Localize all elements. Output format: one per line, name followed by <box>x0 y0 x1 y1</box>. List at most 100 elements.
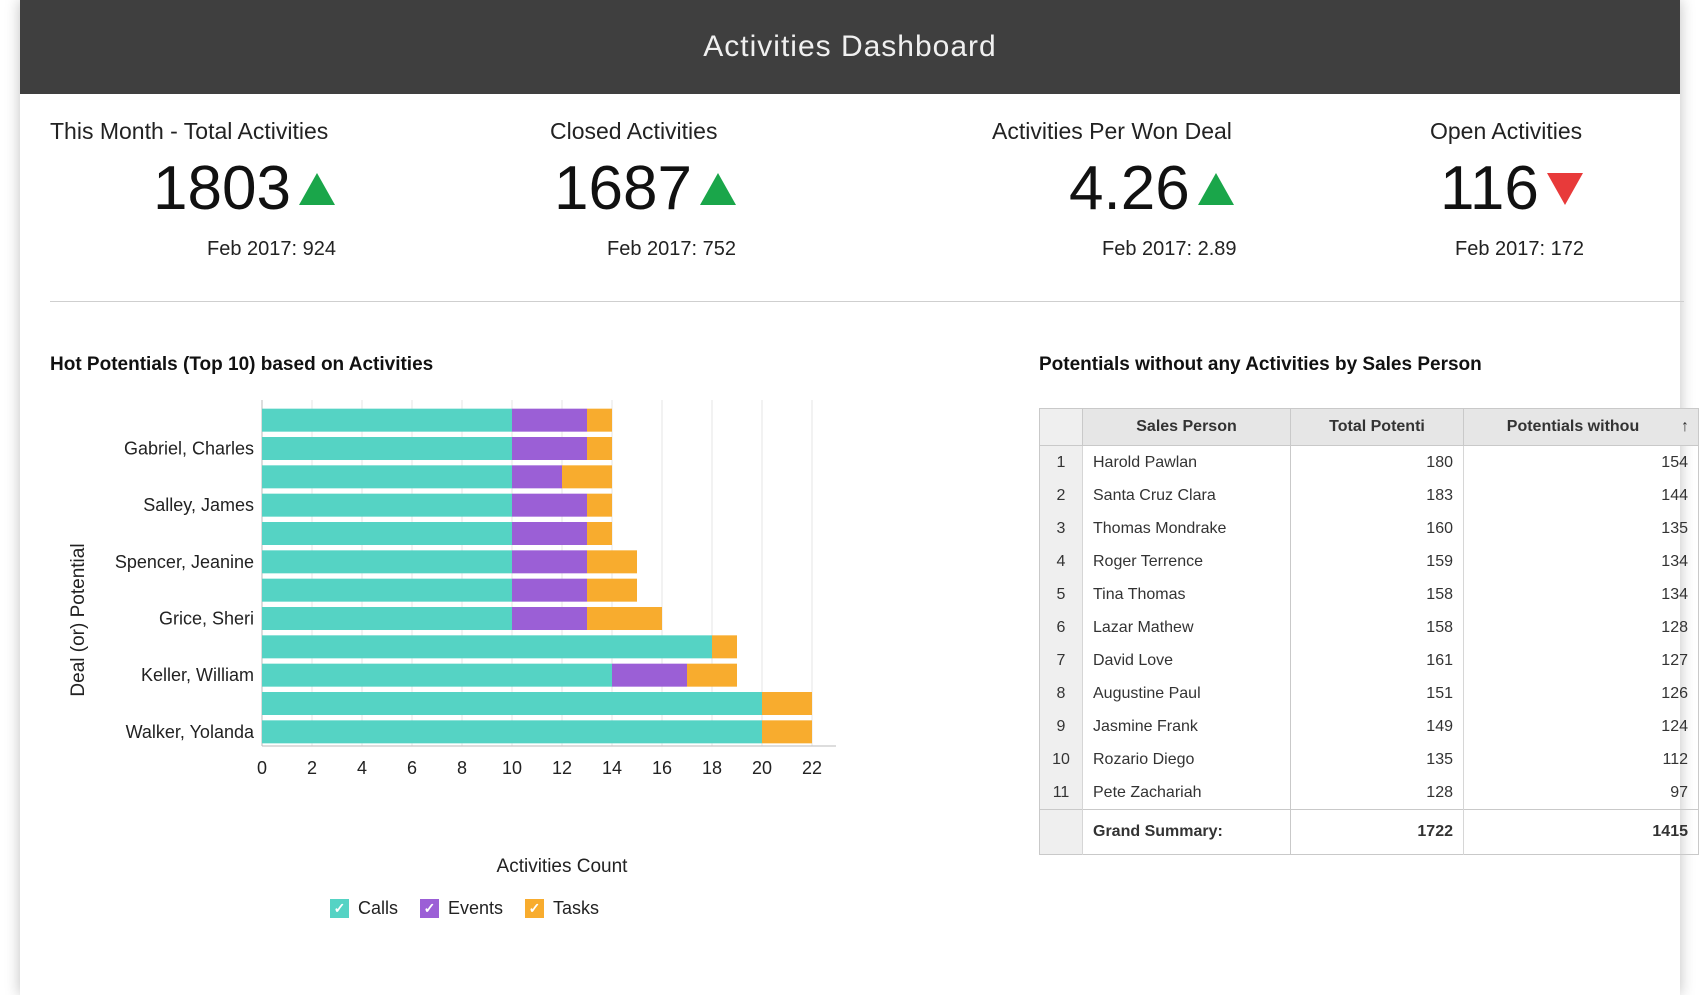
dashboard-frame: Activities Dashboard This Month - Total … <box>20 0 1699 995</box>
table-row[interactable]: 1 Harold Pawlan 180 154 <box>1039 445 1699 479</box>
table-row[interactable]: 3 Thomas Mondrake 160 135 <box>1039 512 1699 545</box>
bar-tasks[interactable] <box>562 465 612 489</box>
bar-calls[interactable] <box>262 550 512 574</box>
sales-person-cell: Harold Pawlan <box>1082 445 1291 479</box>
bar-events[interactable] <box>612 663 687 687</box>
bar-calls[interactable] <box>262 522 512 545</box>
table-row[interactable]: 5 Tina Thomas 158 134 <box>1039 578 1699 611</box>
table-row[interactable]: 7 David Love 161 127 <box>1039 644 1699 677</box>
bar-events[interactable] <box>512 493 587 517</box>
checkbox-checked-icon[interactable]: ✓ <box>420 899 440 918</box>
chart-x-ticks: 0 2 4 6 8 10 12 14 16 18 20 22 <box>257 758 822 778</box>
x-tick-label: 20 <box>752 758 772 778</box>
legend-item-events[interactable]: ✓ Events <box>420 898 503 919</box>
row-number <box>1039 809 1083 855</box>
sales-person-cell: Rozario Diego <box>1082 743 1291 776</box>
bar-tasks[interactable] <box>687 663 737 687</box>
table-row[interactable]: 10 Rozario Diego 135 112 <box>1039 743 1699 776</box>
table-row[interactable]: 9 Jasmine Frank 149 124 <box>1039 710 1699 743</box>
bar-events[interactable] <box>512 550 587 574</box>
legend-item-calls[interactable]: ✓ Calls <box>330 898 398 919</box>
row-number: 4 <box>1039 545 1083 578</box>
x-tick-label: 14 <box>602 758 622 778</box>
bar-tasks[interactable] <box>587 493 612 517</box>
x-tick-label: 4 <box>357 758 367 778</box>
x-tick-label: 10 <box>502 758 522 778</box>
kpi-open-activities: Open Activities 116 Feb 2017: 172 <box>1430 118 1630 260</box>
bar-events[interactable] <box>512 408 587 432</box>
x-tick-label: 22 <box>802 758 822 778</box>
bar-calls[interactable] <box>262 408 512 432</box>
total-potentials-cell: 159 <box>1290 545 1464 578</box>
legend-label: Events <box>448 898 504 918</box>
kpi-label: Activities Per Won Deal <box>992 118 1232 144</box>
bar-tasks[interactable] <box>712 635 737 659</box>
chart-title: Hot Potentials (Top 10) based on Activit… <box>50 354 434 375</box>
bar-events[interactable] <box>512 522 587 545</box>
table-row[interactable]: 6 Lazar Mathew 158 128 <box>1039 611 1699 644</box>
row-number: 9 <box>1039 710 1083 743</box>
potentials-table: Sales Person Total Potenti Potentials wi… <box>1039 408 1699 855</box>
bar-tasks[interactable] <box>587 607 662 630</box>
x-tick-label: 2 <box>307 758 317 778</box>
table-row[interactable]: 11 Pete Zachariah 128 97 <box>1039 776 1699 810</box>
column-header-total-potentials[interactable]: Total Potenti <box>1290 408 1464 446</box>
kpi-label: This Month - Total Activities <box>50 118 329 144</box>
bar-calls[interactable] <box>262 578 512 602</box>
bar-events[interactable] <box>512 607 587 630</box>
bar-calls[interactable] <box>262 692 762 715</box>
bar-calls[interactable] <box>262 465 512 489</box>
row-number: 5 <box>1039 578 1083 611</box>
potentials-without-cell: 134 <box>1661 585 1688 603</box>
potentials-without-cell: 126 <box>1661 684 1688 702</box>
checkbox-checked-icon[interactable]: ✓ <box>525 899 545 918</box>
column-header-potentials-without[interactable]: Potentials withou ↑ <box>1463 408 1699 446</box>
bar-calls[interactable] <box>262 720 762 744</box>
potentials-without-cell: 128 <box>1661 618 1688 636</box>
table-row[interactable]: 8 Augustine Paul 151 126 <box>1039 677 1699 710</box>
bar-tasks[interactable] <box>587 522 612 545</box>
bar-tasks[interactable] <box>762 720 812 744</box>
bar-calls[interactable] <box>262 663 612 687</box>
bar-calls[interactable] <box>262 607 512 630</box>
bar-tasks[interactable] <box>762 692 812 715</box>
kpi-activities-per-won-deal: Activities Per Won Deal 4.26 Feb 2017: 2… <box>992 118 1252 260</box>
table-row[interactable]: 4 Roger Terrence 159 134 <box>1039 545 1699 578</box>
trend-up-icon <box>298 173 335 205</box>
bar-calls[interactable] <box>262 437 512 460</box>
potentials-without-cell: 112 <box>1662 750 1688 768</box>
summary-without: 1415 <box>1463 809 1699 855</box>
column-header-sales-person[interactable]: Sales Person <box>1082 408 1291 446</box>
kpi-previous: Feb 2017: 924 <box>207 238 336 260</box>
x-tick-label: 6 <box>407 758 417 778</box>
x-tick-label: 16 <box>652 758 672 778</box>
total-potentials-cell: 160 <box>1290 512 1464 545</box>
bar-tasks[interactable] <box>587 578 637 602</box>
bar-events[interactable] <box>512 578 587 602</box>
bar-calls[interactable] <box>262 493 512 517</box>
row-number: 2 <box>1039 479 1083 512</box>
bar-calls[interactable] <box>262 635 712 659</box>
bar-events[interactable] <box>512 437 587 460</box>
potentials-without-cell: 135 <box>1661 519 1688 537</box>
kpi-previous: Feb 2017: 2.89 <box>1102 238 1237 260</box>
potentials-without-cell: 154 <box>1661 453 1688 471</box>
bar-tasks[interactable] <box>587 550 637 574</box>
row-number: 11 <box>1039 776 1083 810</box>
total-potentials-cell: 158 <box>1290 578 1464 611</box>
total-potentials-cell: 158 <box>1290 611 1464 644</box>
bar-events[interactable] <box>512 465 562 489</box>
legend-item-tasks[interactable]: ✓ Tasks <box>525 898 599 919</box>
table-row[interactable]: 2 Santa Cruz Clara 183 144 <box>1039 479 1699 512</box>
sort-arrow-up-icon[interactable]: ↑ <box>1681 418 1689 435</box>
bar-tasks[interactable] <box>587 437 612 460</box>
sales-person-cell: Lazar Mathew <box>1082 611 1291 644</box>
potentials-without-cell: 124 <box>1661 717 1688 735</box>
checkbox-checked-icon[interactable]: ✓ <box>330 899 349 918</box>
row-number: 8 <box>1039 677 1083 710</box>
total-potentials-cell: 149 <box>1290 710 1464 743</box>
kpi-total-activities: This Month - Total Activities 1803 Feb 2… <box>50 118 370 260</box>
bar-tasks[interactable] <box>587 408 612 432</box>
legend-label: Tasks <box>553 898 600 918</box>
y-tick-label: Keller, William <box>141 665 254 685</box>
